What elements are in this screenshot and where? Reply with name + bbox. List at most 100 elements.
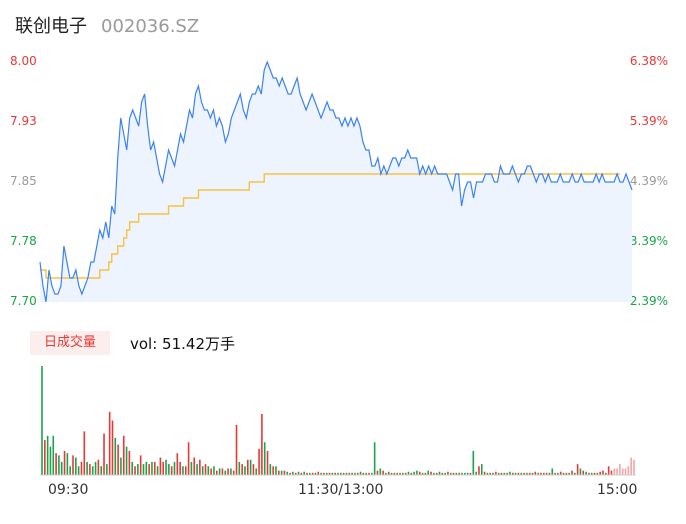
volume-bar: [230, 468, 232, 475]
volume-bar: [447, 471, 449, 475]
volume-bar: [58, 455, 60, 475]
volume-bar: [334, 472, 336, 475]
volume-bar: [75, 457, 77, 475]
volume-bar: [72, 455, 74, 475]
volume-bar: [266, 451, 269, 475]
volume-bar: [297, 471, 300, 475]
volume-bar: [303, 471, 305, 475]
volume-bar: [292, 471, 294, 475]
volume-bar: [605, 472, 607, 475]
volume-bar: [616, 468, 618, 475]
volume-bar: [354, 472, 356, 475]
volume-bar: [69, 466, 71, 475]
volume-bar: [252, 464, 255, 475]
volume-bar: [41, 366, 43, 475]
volume-bar: [63, 451, 66, 475]
volume-bar: [159, 457, 162, 475]
volume-bar: [396, 472, 398, 475]
volume-bar: [162, 461, 165, 475]
volume-bar: [328, 472, 331, 475]
volume-bar: [348, 472, 351, 475]
volume-bar: [554, 472, 556, 475]
volume-bar: [633, 459, 635, 475]
volume-bar: [382, 470, 384, 475]
volume-bar: [227, 468, 229, 475]
y-left-tick: 8.00: [10, 54, 37, 68]
volume-bar: [359, 471, 362, 475]
volume-bar: [557, 472, 559, 475]
volume-bar: [528, 472, 531, 475]
volume-bar: [80, 461, 83, 475]
volume-bar: [534, 471, 537, 475]
volume-bar: [156, 466, 159, 475]
volume-bar: [613, 468, 616, 475]
volume-bar: [433, 472, 435, 475]
volume-bar: [455, 472, 458, 475]
volume-bar: [602, 470, 604, 475]
volume-bar: [306, 472, 308, 475]
volume-bar: [540, 472, 542, 475]
volume-bar: [579, 468, 582, 475]
volume-bar: [371, 472, 373, 475]
volume-bar: [582, 470, 585, 475]
volume-bar: [204, 464, 207, 475]
volume-bar: [201, 466, 204, 475]
volume-bar: [619, 464, 621, 475]
volume-bar: [134, 466, 136, 475]
volume-bar: [173, 461, 176, 475]
volume-bar: [289, 472, 291, 475]
volume-bar: [565, 472, 568, 475]
volume-bar: [145, 461, 148, 475]
volume-bar: [458, 472, 461, 475]
volume-bar: [294, 472, 297, 475]
volume-bar: [108, 411, 111, 475]
volume-bar: [286, 471, 289, 475]
volume-bar: [283, 470, 286, 475]
volume-bar: [486, 472, 489, 475]
volume-bar: [576, 464, 579, 475]
volume-bar: [170, 466, 173, 475]
volume-bar: [413, 471, 415, 475]
volume-bar: [368, 472, 370, 475]
volume-bar: [263, 442, 266, 475]
volume-bar: [52, 435, 55, 475]
volume-bar: [215, 470, 218, 475]
volume-bar: [106, 464, 108, 475]
volume-bar: [376, 470, 379, 475]
y-left-tick: 7.70: [10, 294, 37, 308]
volume-bar: [210, 468, 212, 475]
volume-bar: [452, 472, 455, 475]
volume-bar: [193, 457, 196, 475]
volume-bar: [402, 472, 404, 475]
volume-bar: [280, 470, 283, 475]
volume-bar: [430, 471, 432, 475]
y-right-tick: 3.39%: [629, 234, 668, 248]
volume-bar: [478, 466, 480, 475]
volume-bar: [514, 472, 517, 475]
volume-bar: [117, 444, 119, 475]
x-tick-label: 15:00: [597, 482, 638, 498]
volume-bar: [472, 451, 475, 475]
volume-bar: [356, 472, 359, 475]
volume-bar: [275, 466, 277, 475]
volume-badge[interactable]: 日成交量: [30, 331, 110, 355]
y-left-tick: 7.93: [10, 114, 37, 128]
stock-name: 联创电子: [15, 16, 87, 37]
volume-bar: [232, 470, 235, 475]
volume-bar: [100, 466, 102, 475]
y-right-tick: 2.39%: [629, 294, 668, 308]
volume-bar: [235, 424, 238, 475]
volume-bar: [495, 471, 497, 475]
volume-bar: [416, 470, 418, 475]
volume-bar: [548, 472, 551, 475]
volume-bar: [410, 472, 413, 475]
volume-bar: [300, 472, 303, 475]
volume-bar: [497, 472, 500, 475]
volume-bar: [255, 468, 258, 475]
volume-bar: [213, 466, 215, 475]
volume-bar: [596, 472, 599, 475]
price-line: [39, 60, 633, 303]
volume-bar: [475, 471, 477, 475]
volume-bar: [238, 461, 241, 475]
